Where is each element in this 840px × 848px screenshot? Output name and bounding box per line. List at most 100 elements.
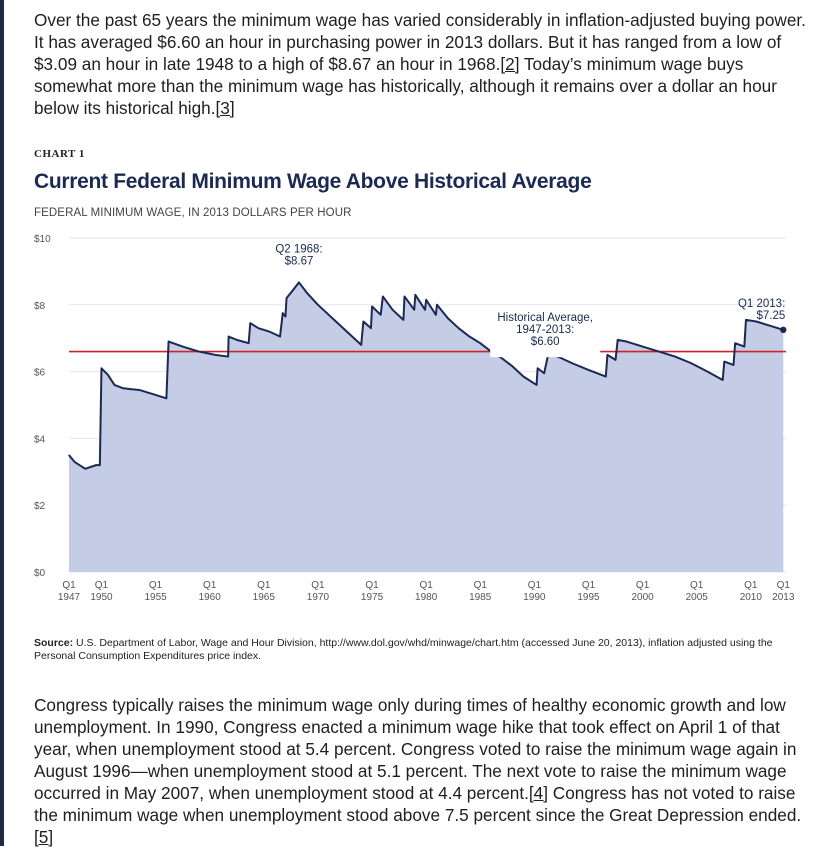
data-point xyxy=(362,320,364,323)
data-point xyxy=(371,305,373,308)
data-point xyxy=(214,354,216,356)
data-point xyxy=(447,317,449,319)
intro-text: Over the past 65 years the minimum wage … xyxy=(34,10,806,74)
data-point xyxy=(543,372,545,374)
x-tick-label-quarter: Q1 xyxy=(95,580,109,591)
data-point xyxy=(317,304,319,306)
data-point xyxy=(479,342,481,344)
data-point xyxy=(268,330,270,333)
x-tick-label-year: 1955 xyxy=(144,592,167,603)
x-tick-label-year: 1970 xyxy=(307,592,330,603)
data-point xyxy=(501,357,503,359)
data-point xyxy=(468,335,471,338)
data-point xyxy=(625,340,627,343)
data-point xyxy=(606,354,609,356)
source-text: U.S. Department of Labor, Wage and Hour … xyxy=(34,637,773,662)
data-point xyxy=(435,314,437,316)
data-point xyxy=(617,339,619,341)
y-tick-label: $8 xyxy=(34,301,46,312)
x-tick-label-year: 2005 xyxy=(686,592,709,603)
data-point xyxy=(113,384,116,386)
data-point xyxy=(380,314,382,316)
chart-source: Source: U.S. Department of Labor, Wage a… xyxy=(34,637,794,663)
data-point xyxy=(413,309,415,311)
data-point xyxy=(706,371,709,373)
data-point xyxy=(282,312,284,314)
data-point xyxy=(777,327,779,329)
data-point xyxy=(755,320,757,323)
data-point xyxy=(642,345,644,348)
data-point xyxy=(560,357,563,359)
x-tick-label-year: 1980 xyxy=(415,592,438,603)
congress-text: Congress typically raises the minimum wa… xyxy=(34,695,797,803)
data-point xyxy=(512,365,514,368)
footnote-link-5[interactable]: [5] xyxy=(34,827,54,847)
data-point xyxy=(248,342,250,344)
data-point xyxy=(328,314,330,316)
data-point xyxy=(723,360,725,363)
data-point xyxy=(674,355,676,358)
minimum-wage-chart: $0$2$4$6$8$10 Q11947Q11950Q11955Q11960Q1… xyxy=(34,234,795,603)
data-point xyxy=(73,461,76,463)
data-point xyxy=(122,387,124,389)
x-tick-label-quarter: Q1 xyxy=(690,580,704,591)
x-tick-label-quarter: Q1 xyxy=(582,580,596,591)
x-tick-label-quarter: Q1 xyxy=(419,580,433,591)
x-tick-label-quarter: Q1 xyxy=(149,580,163,591)
annotation-text: Q2 1968: xyxy=(275,243,322,255)
data-point xyxy=(198,350,200,353)
data-point xyxy=(154,394,157,396)
x-tick-label-quarter: Q1 xyxy=(528,580,542,591)
data-point xyxy=(165,397,168,399)
annotation-text: 1947-2013: xyxy=(516,324,574,336)
data-point xyxy=(236,339,238,341)
data-point xyxy=(182,345,184,348)
data-point xyxy=(743,345,745,348)
footnote-link-3[interactable]: [3] xyxy=(215,98,235,118)
congress-paragraph: Congress typically raises the minimum wa… xyxy=(34,694,814,848)
data-point xyxy=(107,374,109,376)
x-tick-label-year: 1950 xyxy=(90,592,113,603)
intro-paragraph: Over the past 65 years the minimum wage … xyxy=(34,9,814,119)
footnote-link-2[interactable]: [2] xyxy=(500,54,520,74)
data-point xyxy=(84,468,86,470)
data-point xyxy=(284,315,287,318)
data-point xyxy=(414,294,416,296)
data-point xyxy=(68,454,70,456)
data-point xyxy=(228,335,230,338)
x-tick-label-quarter: Q1 xyxy=(744,580,758,591)
current-value-marker xyxy=(780,326,787,334)
y-tick-label: $4 xyxy=(34,434,46,445)
footnote-link-4[interactable]: [4] xyxy=(528,783,549,803)
x-tick-label-quarter: Q1 xyxy=(311,580,325,591)
data-point xyxy=(370,327,372,329)
annotation-text: $6.60 xyxy=(531,336,560,348)
x-tick-label-year: 1985 xyxy=(469,592,492,603)
data-point xyxy=(167,340,170,343)
data-point xyxy=(95,464,97,466)
x-tick-label-year: 1975 xyxy=(361,592,384,603)
chart-title: Current Federal Minimum Wage Above Histo… xyxy=(34,170,592,193)
wage-series-line xyxy=(68,281,784,470)
x-tick-label-year: 2013 xyxy=(772,592,795,603)
data-point xyxy=(658,350,660,353)
data-point xyxy=(360,344,362,346)
data-point xyxy=(227,355,229,358)
data-point xyxy=(306,292,308,294)
x-tick-label-year: 1995 xyxy=(577,592,600,603)
annotation-text: Q1 2013: xyxy=(738,298,785,310)
wage-area xyxy=(69,282,784,572)
data-point xyxy=(734,342,736,344)
data-point xyxy=(138,389,140,391)
intro-text-continued: Today’s minimum wage buys somewhat more … xyxy=(34,54,777,118)
data-point xyxy=(349,334,351,336)
y-tick-label: $2 xyxy=(34,501,46,512)
data-point xyxy=(291,290,293,293)
data-point xyxy=(257,327,259,329)
data-point xyxy=(605,376,607,378)
data-point xyxy=(732,364,735,366)
data-point xyxy=(436,304,438,306)
data-point xyxy=(382,295,384,298)
page-left-border xyxy=(0,0,4,846)
y-tick-label: $6 xyxy=(34,368,46,379)
